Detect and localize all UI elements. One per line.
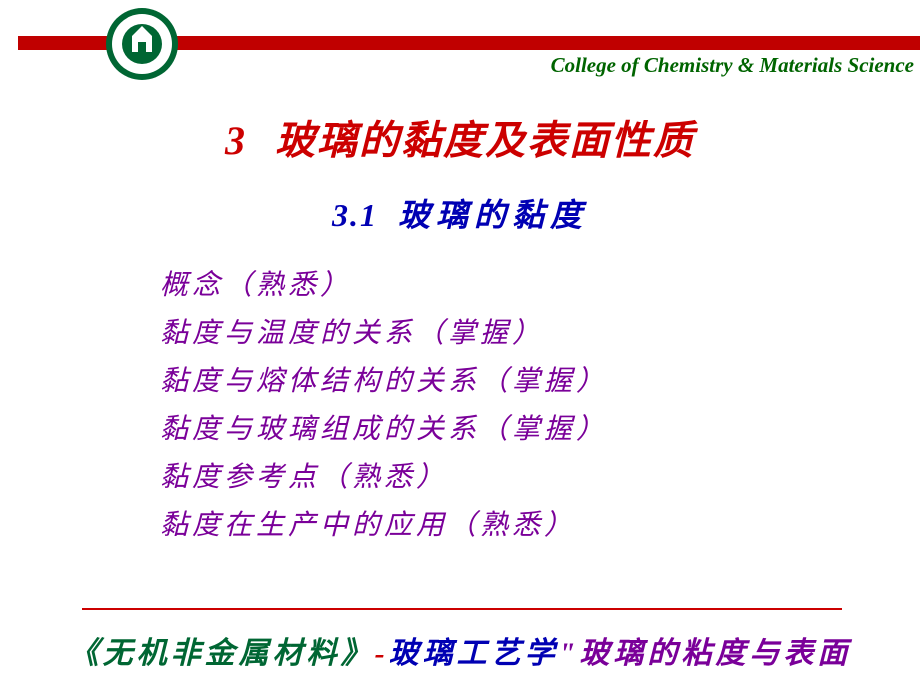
title-number: 3 <box>225 118 247 163</box>
subtitle-number: 3.1 <box>332 197 378 233</box>
footer-divider <box>82 608 842 610</box>
footer-seg-topic: 玻璃的粘度与表面 <box>579 637 851 670</box>
footer-seg-quote-open: " <box>559 637 580 670</box>
list-item: 黏度与温度的关系（掌握） <box>160 310 608 358</box>
main-title: 3 玻璃的黏度及表面性质 <box>0 108 920 166</box>
university-logo <box>104 6 180 82</box>
title-text: 玻璃的黏度及表面性质 <box>275 118 695 163</box>
subtitle-text: 玻璃的黏度 <box>398 197 588 233</box>
footer-text: 《无机非金属材料》-玻璃工艺学"玻璃的粘度与表面 <box>0 628 920 672</box>
footer-seg-course: 玻璃工艺学 <box>389 637 559 670</box>
list-item: 黏度与熔体结构的关系（掌握） <box>160 358 608 406</box>
college-name: College of Chemistry & Materials Science <box>551 53 914 78</box>
bullet-list: 概念（熟悉） 黏度与温度的关系（掌握） 黏度与熔体结构的关系（掌握） 黏度与玻璃… <box>160 262 608 550</box>
sub-title: 3.1 玻璃的黏度 <box>0 190 920 236</box>
list-item: 黏度在生产中的应用（熟悉） <box>160 502 608 550</box>
list-item: 黏度参考点（熟悉） <box>160 454 608 502</box>
list-item: 黏度与玻璃组成的关系（掌握） <box>160 406 608 454</box>
footer-seg-dash: - <box>375 637 389 670</box>
footer-seg-book: 《无机非金属材料》 <box>69 637 375 670</box>
list-item: 概念（熟悉） <box>160 262 608 310</box>
